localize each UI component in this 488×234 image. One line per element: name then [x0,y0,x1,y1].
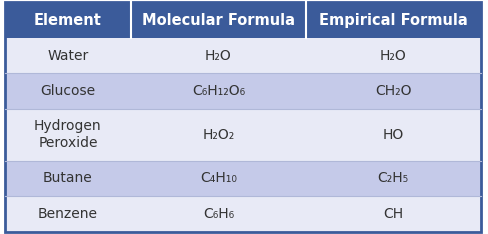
Bar [306,109,481,161]
Text: H₂O₂: H₂O₂ [203,128,235,142]
Bar [131,73,306,109]
Bar [131,196,306,232]
Bar [306,2,481,38]
Text: Element: Element [34,13,102,28]
Bar [306,73,481,109]
Bar [5,161,131,196]
Bar [131,109,306,161]
Bar [306,38,481,73]
Text: Empirical Formula: Empirical Formula [319,13,468,28]
Text: C₆H₆: C₆H₆ [203,207,234,221]
Text: H₂O: H₂O [380,49,407,63]
Bar [5,73,131,109]
Text: Hydrogen
Peroxide: Hydrogen Peroxide [34,119,102,150]
Text: Glucose: Glucose [41,84,96,98]
Bar [5,196,131,232]
Text: C₄H₁₀: C₄H₁₀ [200,171,237,185]
Bar [306,161,481,196]
Text: H₂O: H₂O [205,49,232,63]
Text: CH: CH [383,207,404,221]
Text: Butane: Butane [43,171,93,185]
Bar [131,161,306,196]
Text: HO: HO [383,128,404,142]
Text: C₆H₁₂O₆: C₆H₁₂O₆ [192,84,245,98]
Text: C₂H₅: C₂H₅ [378,171,409,185]
Bar [131,2,306,38]
Text: Benzene: Benzene [38,207,98,221]
Bar [5,109,131,161]
Text: Water: Water [47,49,88,63]
Bar [131,38,306,73]
Text: CH₂O: CH₂O [375,84,411,98]
Text: Molecular Formula: Molecular Formula [142,13,295,28]
Bar [5,2,131,38]
Bar [5,38,131,73]
Bar [306,196,481,232]
